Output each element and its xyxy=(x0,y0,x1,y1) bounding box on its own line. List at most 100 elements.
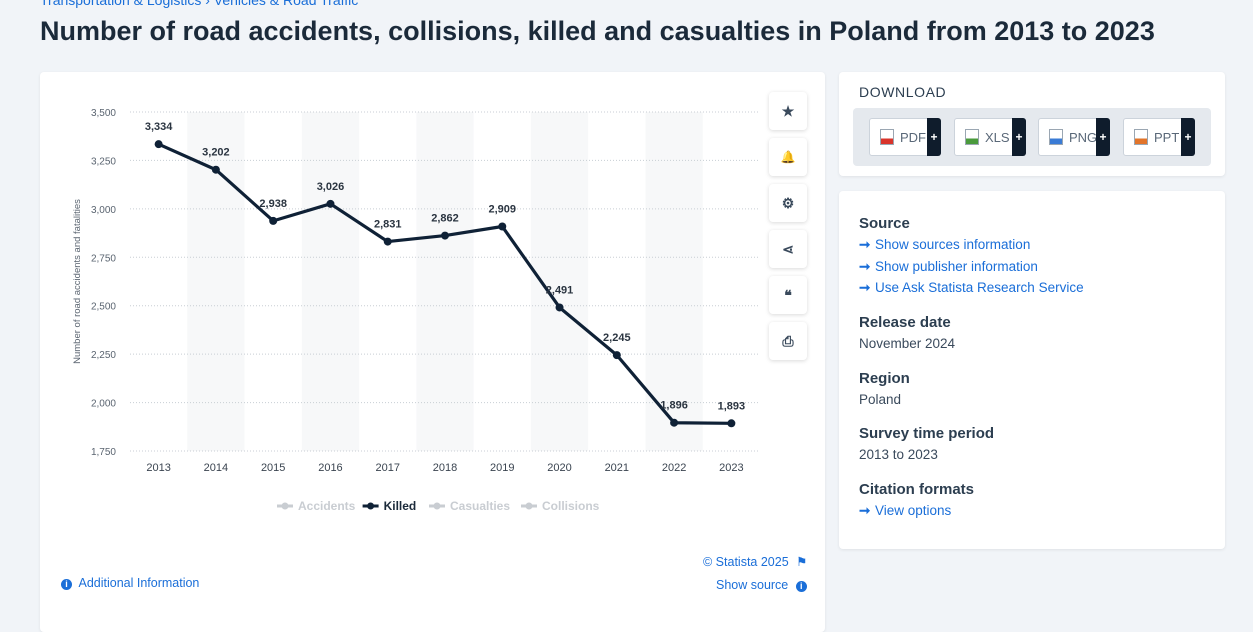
cite-button[interactable]: ❝ xyxy=(769,276,807,314)
column-band xyxy=(645,112,703,451)
x-tick-label: 2013 xyxy=(146,462,170,474)
download-xls-label: XLS xyxy=(985,129,1010,145)
arrow-right-icon: ➞ xyxy=(859,259,871,274)
show-publisher-link[interactable]: ➞ Show publisher information xyxy=(859,259,1038,275)
legend-item-killed[interactable]: Killed xyxy=(384,499,417,513)
plus-icon[interactable]: + xyxy=(1096,118,1110,156)
view-options-link[interactable]: ➞ View options xyxy=(859,503,951,519)
chart-card: 3,500 3,250 3,000 2,750 2,500 2,250 2,000 1,750… xyxy=(40,72,825,632)
view-options-text: View options xyxy=(875,503,952,518)
region-value: Poland xyxy=(859,392,902,407)
additional-info-link[interactable]: i Additional Information xyxy=(61,576,199,590)
x-tick-label: 2021 xyxy=(605,462,629,474)
data-label: 3,026 xyxy=(317,181,345,193)
data-label: 2,245 xyxy=(603,332,631,344)
favorite-button[interactable]: ★ xyxy=(769,92,807,130)
x-tick-label: 2020 xyxy=(547,462,571,474)
show-sources-text: Show sources information xyxy=(875,237,1031,252)
arrow-right-icon: ➞ xyxy=(859,280,871,295)
show-source-text: Show source xyxy=(716,578,789,592)
y-tick-label: 2,250 xyxy=(91,350,116,361)
xls-file-icon xyxy=(965,129,979,145)
data-point xyxy=(383,237,392,246)
data-point xyxy=(211,165,220,174)
data-label: 2,909 xyxy=(489,203,517,215)
plus-icon[interactable]: + xyxy=(1181,118,1195,156)
data-point xyxy=(154,140,163,149)
data-point xyxy=(555,303,564,312)
settings-button[interactable]: ⚙ xyxy=(769,184,807,222)
x-tick-label: 2018 xyxy=(433,462,457,474)
png-file-icon xyxy=(1049,129,1063,145)
survey-period-heading: Survey time period xyxy=(859,425,995,442)
show-source-link[interactable]: Show source i xyxy=(716,578,807,592)
download-pdf-button[interactable]: PDF + xyxy=(869,118,941,156)
download-xls-button[interactable]: XLS + xyxy=(954,118,1026,156)
y-tick-label: 2,750 xyxy=(91,253,116,264)
column-band xyxy=(187,112,245,451)
download-ppt-button[interactable]: PPT + xyxy=(1123,118,1195,156)
x-tick-label: 2023 xyxy=(719,462,743,474)
data-point xyxy=(670,418,679,427)
data-label: 2,491 xyxy=(546,284,574,296)
data-point xyxy=(269,216,278,225)
plus-icon[interactable]: + xyxy=(1012,118,1026,156)
data-label: 3,202 xyxy=(202,147,230,159)
line-chart: 3,500 3,250 3,000 2,750 2,500 2,250 2,000 1,750… xyxy=(72,108,760,513)
info-panel: Source ➞ Show sources information ➞ Show p… xyxy=(839,191,1225,549)
legend-item-casualties[interactable]: Casualties xyxy=(450,499,510,513)
flag-icon: ⚑ xyxy=(796,555,808,569)
data-label: 2,831 xyxy=(374,219,402,231)
download-bar: PDF + XLS + PNG + PPT + xyxy=(853,108,1211,166)
share-button[interactable]: ⋖ xyxy=(769,230,807,268)
data-point xyxy=(727,419,736,428)
page-title: Number of road accidents, collisions, ki… xyxy=(40,16,1155,46)
download-png-button[interactable]: PNG + xyxy=(1038,118,1110,156)
y-tick-label: 3,500 xyxy=(91,108,116,119)
arrow-right-icon: ➞ xyxy=(859,503,871,518)
show-publisher-text: Show publisher information xyxy=(875,259,1038,274)
legend-item-collisions[interactable]: Collisions xyxy=(542,499,600,513)
print-button[interactable]: ⎙ xyxy=(769,322,807,360)
citation-heading: Citation formats xyxy=(859,481,975,498)
x-tick-label: 2017 xyxy=(375,462,399,474)
breadcrumb[interactable]: Transportation & Logistics › Vehicles & … xyxy=(40,0,359,8)
y-tick-label: 3,000 xyxy=(91,205,116,216)
notification-button[interactable]: 🔔 xyxy=(769,138,807,176)
column-band xyxy=(301,112,360,451)
legend-marker xyxy=(525,502,533,510)
download-panel: DOWNLOAD PDF + XLS + PNG + PPT + xyxy=(839,72,1225,176)
column-band xyxy=(416,112,474,451)
x-tick-label: 2019 xyxy=(490,462,514,474)
download-png-label: PNG xyxy=(1069,129,1098,145)
print-icon: ⎙ xyxy=(782,332,794,349)
star-icon: ★ xyxy=(781,102,795,119)
ask-statista-link[interactable]: ➞ Use Ask Statista Research Service xyxy=(859,280,1084,296)
show-sources-link[interactable]: ➞ Show sources information xyxy=(859,237,1030,253)
data-point xyxy=(441,231,449,240)
legend-marker xyxy=(281,502,289,510)
data-label: 3,334 xyxy=(145,121,173,133)
data-label: 1,893 xyxy=(718,400,746,412)
pdf-file-icon xyxy=(880,129,894,145)
bell-icon: 🔔 xyxy=(780,150,796,164)
data-point xyxy=(498,222,507,231)
data-label: 2,862 xyxy=(431,213,459,225)
download-ppt-label: PPT xyxy=(1154,129,1180,145)
y-tick-label: 1,750 xyxy=(91,447,116,458)
data-label: 2,938 xyxy=(259,198,287,210)
gear-icon: ⚙ xyxy=(781,194,795,211)
download-pdf-label: PDF xyxy=(900,129,926,145)
info-icon: i xyxy=(61,579,72,590)
info-icon: i xyxy=(795,581,807,592)
y-tick-label: 3,250 xyxy=(91,156,116,167)
plus-icon[interactable]: + xyxy=(927,118,941,156)
arrow-right-icon: ➞ xyxy=(859,237,871,252)
release-date-heading: Release date xyxy=(859,314,951,331)
statista-credit[interactable]: © Statista 2025 ⚑ xyxy=(703,554,807,569)
release-date-value: November 2024 xyxy=(859,336,956,351)
legend-item-accidents[interactable]: Accidents xyxy=(298,499,356,513)
y-tick-label: 2,500 xyxy=(91,302,116,313)
source-heading: Source xyxy=(859,215,910,232)
x-tick-label: 2016 xyxy=(318,462,342,474)
